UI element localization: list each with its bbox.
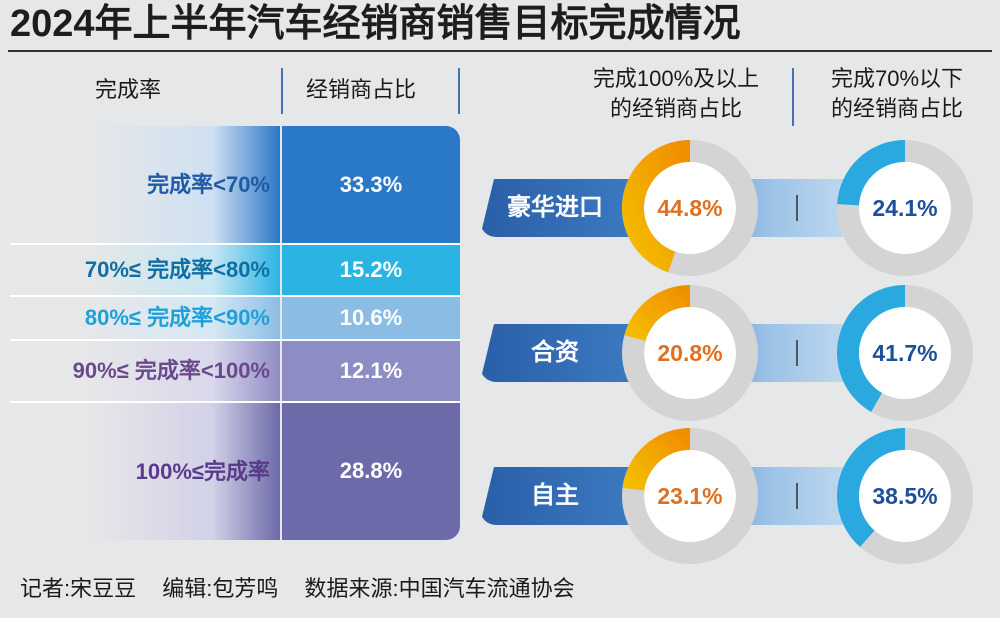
header-100-line2: 的经销商占比 — [609, 96, 742, 121]
completion-range-label: 90%≤ 完成率<100% — [72, 358, 270, 383]
donut-hole — [644, 307, 736, 399]
value-below-70: 24.1% — [872, 195, 938, 221]
row-divider — [10, 339, 460, 341]
dealer-share-value: 10.6% — [282, 296, 460, 340]
donut-slice-below-70 — [837, 140, 905, 206]
title-rule — [8, 50, 992, 52]
header-70-line1: 完成70%以下 — [830, 66, 964, 91]
completion-range-label: 完成率<70% — [147, 172, 270, 197]
segment-label: 合资 — [531, 339, 579, 366]
header-divider-mid — [792, 68, 794, 126]
header-100-line1: 完成100%及以上 — [592, 66, 760, 91]
row-label-background — [10, 244, 280, 296]
donut-hole — [859, 162, 951, 254]
completion-range-label: 70%≤ 完成率<80% — [84, 257, 270, 282]
header-dealer-share: 经销商占比 — [306, 77, 417, 102]
completion-range-label: 80%≤ 完成率<90% — [84, 305, 270, 330]
donut-100-plus — [622, 285, 758, 421]
band-divider — [796, 340, 798, 366]
value-100-plus: 44.8% — [657, 195, 723, 221]
row-divider — [10, 401, 460, 403]
donut-100-plus — [622, 428, 758, 564]
donut-slice-100-plus — [622, 140, 690, 273]
row-label-background — [10, 296, 280, 340]
header-100-plus: 完成100%及以上 的经销商占比 — [586, 64, 766, 124]
band-divider — [796, 195, 798, 221]
segment-label: 自主 — [531, 482, 579, 509]
share-column: 33.3% 15.2% 10.6% 12.1% 28.8% — [282, 126, 460, 540]
donut-slice-below-70 — [837, 428, 905, 548]
header-divider-right — [458, 68, 460, 114]
donut-hole — [859, 450, 951, 542]
segment-label: 豪华进口 — [507, 194, 603, 221]
row-label-background — [10, 402, 280, 540]
donut-slice-below-70 — [837, 285, 905, 412]
band-divider — [796, 483, 798, 509]
completion-range-label: 100%≤完成率 — [135, 459, 270, 484]
donut-hole — [859, 307, 951, 399]
donut-slice-100-plus — [622, 428, 690, 491]
donut-below-70 — [837, 428, 973, 564]
value-below-70: 38.5% — [872, 483, 938, 509]
header-70-line2: 的经销商占比 — [830, 96, 963, 121]
value-below-70: 41.7% — [872, 340, 938, 366]
header-below-70: 完成70%以下 的经销商占比 — [812, 64, 982, 124]
footer-source: 数据来源:中国汽车流通协会 — [304, 576, 575, 601]
row-label-background — [10, 126, 280, 244]
donut-slice-100-plus — [624, 285, 690, 342]
dealer-share-value: 12.1% — [282, 340, 460, 402]
footer-editor: 编辑:包芳鸣 — [162, 576, 279, 601]
value-100-plus: 23.1% — [657, 483, 723, 509]
row-divider — [10, 295, 460, 297]
header-divider — [281, 68, 283, 114]
donut-hole — [644, 162, 736, 254]
donut-100-plus — [622, 140, 758, 276]
footer: 记者:宋豆豆 编辑:包芳鸣 数据来源:中国汽车流通协会 — [20, 571, 595, 603]
donut-below-70 — [837, 285, 973, 421]
dealer-share-value: 15.2% — [282, 244, 460, 296]
row-divider — [10, 243, 460, 245]
donut-hole — [644, 450, 736, 542]
row-label-background — [10, 340, 280, 402]
chart-title: 2024年上半年汽车经销商销售目标完成情况 — [10, 3, 741, 45]
header-completion-rate: 完成率 — [95, 77, 162, 102]
donut-below-70 — [837, 140, 973, 276]
dealer-share-value: 33.3% — [282, 126, 460, 244]
footer-reporter: 记者:宋豆豆 — [20, 576, 137, 601]
dealer-share-value: 28.8% — [282, 402, 460, 540]
value-100-plus: 20.8% — [657, 340, 723, 366]
